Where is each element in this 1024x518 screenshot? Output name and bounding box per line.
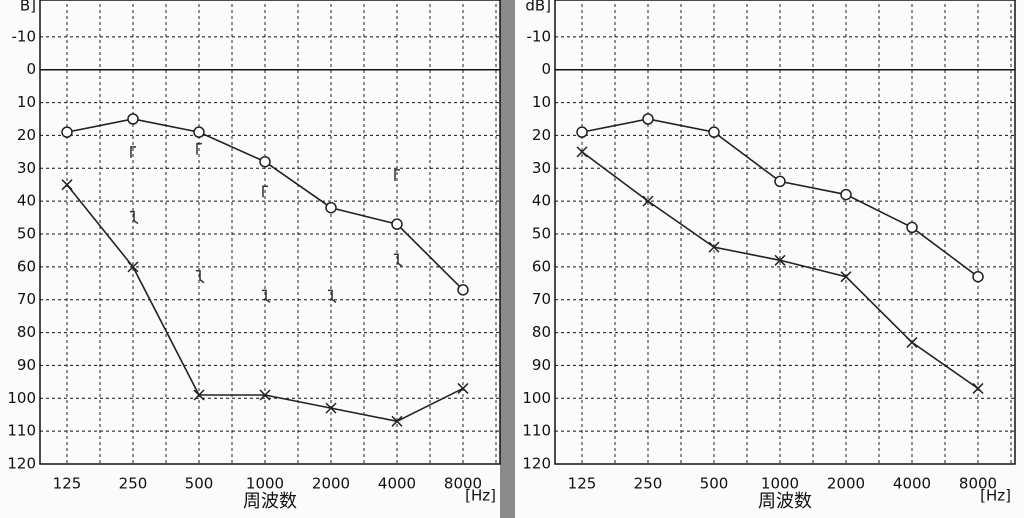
hook-marker	[262, 289, 271, 304]
y-tick-label: 60	[17, 257, 36, 275]
circle-marker	[259, 155, 271, 168]
cross-marker	[391, 415, 403, 427]
x-tick-label: 8000	[444, 475, 482, 493]
y-tick-label: 40	[17, 192, 36, 210]
y-axis-label: dB]	[525, 0, 551, 15]
cross-marker	[774, 254, 786, 266]
hook-marker	[130, 210, 139, 225]
y-tick-label: 0	[26, 60, 36, 78]
x-tick-label: 500	[700, 475, 729, 493]
y-tick-label: 110	[7, 422, 36, 440]
circle-marker	[193, 126, 205, 138]
cross-marker	[906, 336, 918, 348]
circle-marker	[774, 175, 786, 188]
circle-marker	[642, 113, 654, 125]
hook-marker	[394, 253, 403, 267]
x-axis-label: 周波数	[758, 491, 812, 512]
x-tick-label: 250	[119, 475, 148, 493]
y-tick-label: 10	[532, 93, 551, 111]
y-tick-label: -10	[12, 27, 37, 45]
bracket-marker	[262, 185, 268, 198]
x-tick-label: 4000	[893, 475, 931, 493]
cross-marker	[642, 195, 654, 207]
bracket-marker	[130, 146, 136, 158]
circle-marker	[325, 201, 337, 214]
y-axis-label: B]	[20, 0, 36, 15]
x-tick-label: 2000	[312, 475, 350, 493]
x-tick-label: 8000	[959, 475, 997, 493]
cross-marker	[972, 382, 984, 394]
circle-marker	[906, 221, 918, 234]
y-tick-label: 30	[17, 159, 36, 177]
x-tick-label: 500	[185, 475, 214, 493]
hook-marker	[328, 289, 337, 304]
cross-marker	[259, 389, 271, 401]
y-tick-label: 80	[532, 323, 551, 341]
y-tick-label: 60	[532, 257, 551, 275]
x-axis-unit: [Hz]	[465, 487, 496, 505]
y-tick-label: 20	[532, 126, 551, 144]
circle-marker	[840, 188, 852, 201]
x-tick-label: 1000	[246, 475, 284, 493]
y-tick-label: 110	[522, 422, 551, 440]
y-tick-label: 50	[17, 225, 36, 243]
x-axis-unit: [Hz]	[980, 487, 1011, 505]
cross-marker	[840, 271, 852, 283]
y-tick-label: 70	[532, 290, 551, 308]
circle-marker	[457, 284, 469, 296]
cross-marker	[708, 241, 720, 253]
circle-marker	[127, 113, 139, 125]
cross-marker	[61, 179, 73, 191]
cross-marker	[193, 389, 205, 401]
binding-gutter	[500, 0, 515, 518]
circle-marker	[391, 218, 403, 230]
circle-marker	[972, 270, 984, 283]
y-tick-label: 70	[17, 290, 36, 308]
cross-marker	[325, 402, 337, 414]
x-tick-label: 250	[634, 475, 663, 493]
circle-marker	[708, 126, 720, 138]
bracket-marker	[394, 169, 400, 181]
cross-marker	[576, 146, 588, 158]
y-tick-label: -10	[527, 27, 552, 45]
x-tick-label: 1000	[761, 475, 799, 493]
y-tick-label: 90	[532, 356, 551, 374]
circle-marker	[576, 126, 588, 138]
y-tick-label: 10	[17, 93, 36, 111]
cross-marker	[127, 261, 139, 273]
y-tick-label: 30	[532, 159, 551, 177]
cross-marker	[457, 382, 469, 394]
y-tick-label: 120	[522, 455, 551, 473]
y-tick-label: 90	[17, 356, 36, 374]
bracket-marker	[196, 142, 202, 155]
y-tick-label: 40	[532, 192, 551, 210]
x-tick-label: 2000	[827, 475, 865, 493]
y-tick-label: 120	[7, 455, 36, 473]
circle-marker	[61, 126, 73, 138]
y-tick-label: 100	[522, 389, 551, 407]
hook-marker	[196, 269, 205, 284]
y-tick-label: 80	[17, 323, 36, 341]
x-tick-label: 125	[53, 475, 82, 493]
y-tick-label: 100	[7, 389, 36, 407]
y-tick-label: 50	[532, 225, 551, 243]
x-tick-label: 4000	[378, 475, 416, 493]
x-axis-label: 周波数	[243, 491, 297, 512]
y-tick-label: 20	[17, 126, 36, 144]
x-tick-label: 125	[568, 475, 597, 493]
y-tick-label: 0	[541, 60, 551, 78]
